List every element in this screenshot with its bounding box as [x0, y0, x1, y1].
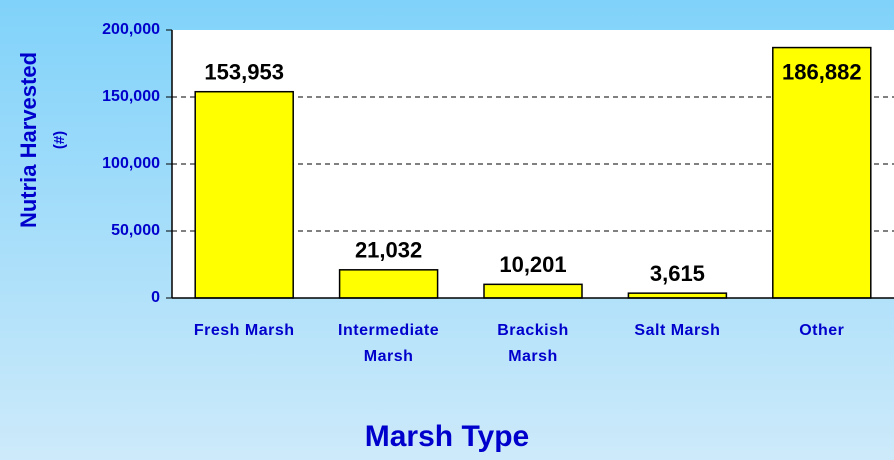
y-tick-label: 0 [151, 289, 160, 306]
x-axis-title: Marsh Type [365, 420, 530, 453]
x-tick-label: Other [799, 322, 845, 339]
x-tick-label: Brackish Marsh [497, 322, 569, 365]
bar [772, 46, 872, 299]
data-label: 10,201 [499, 252, 566, 277]
data-label: 21,032 [355, 238, 422, 263]
data-label: 3,615 [650, 261, 705, 286]
bar [483, 283, 583, 299]
y-axis-unit: (#) [51, 131, 68, 149]
bar [338, 269, 439, 299]
y-axis-title: Nutria Harvested [16, 52, 41, 228]
y-tick-label: 150,000 [102, 88, 160, 105]
x-tick-label: Fresh Marsh [193, 322, 295, 339]
y-tick-label: 200,000 [102, 21, 160, 38]
x-tick-label: Salt Marsh [634, 322, 721, 339]
data-label: 153,953 [204, 60, 284, 85]
bar [194, 90, 294, 299]
y-tick-label: 100,000 [102, 155, 160, 172]
x-tick-label: Intermediate Marsh [338, 322, 440, 365]
y-tick-label: 50,000 [111, 222, 160, 239]
data-label: 186,882 [782, 59, 862, 84]
